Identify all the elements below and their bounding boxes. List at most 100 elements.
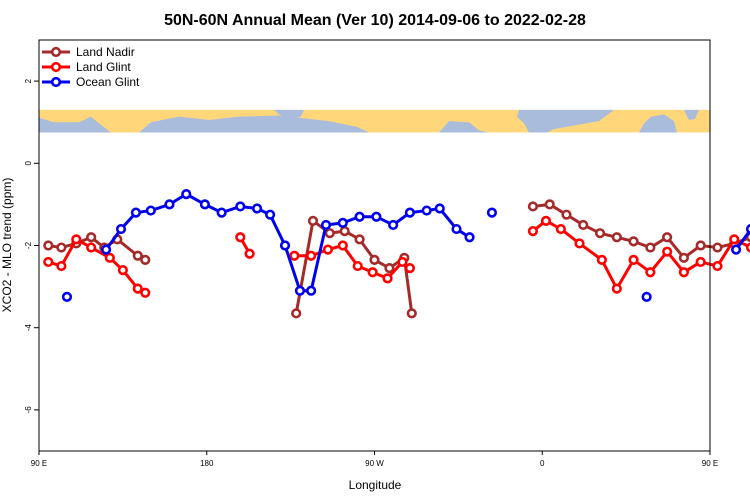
data-point-land-glint bbox=[322, 244, 334, 255]
data-point-ocean-glint bbox=[279, 240, 291, 251]
map-ocean bbox=[517, 109, 614, 133]
y-tick-label: -6 bbox=[24, 406, 33, 414]
series-land-nadir bbox=[43, 199, 750, 319]
data-point-land-glint bbox=[132, 283, 143, 294]
data-point-land-nadir bbox=[56, 242, 67, 253]
map-ocean bbox=[684, 109, 699, 121]
data-point-land-glint bbox=[289, 250, 300, 261]
data-point-land-glint bbox=[235, 232, 246, 243]
data-point-land-glint bbox=[574, 238, 585, 249]
data-point-ocean-glint bbox=[388, 219, 399, 231]
data-point-land-nadir bbox=[291, 308, 302, 319]
series-line-ocean-glint bbox=[734, 227, 750, 251]
data-point-land-nadir bbox=[339, 226, 350, 237]
data-point-land-glint bbox=[628, 254, 639, 265]
data-point-land-glint bbox=[611, 283, 622, 294]
data-point-land-nadir bbox=[43, 240, 54, 251]
data-point-land-nadir bbox=[324, 228, 335, 239]
data-point-ocean-glint bbox=[641, 291, 652, 302]
series-line-land-glint bbox=[294, 244, 411, 280]
data-point-land-nadir bbox=[695, 240, 706, 251]
data-point-land-nadir bbox=[561, 209, 572, 220]
data-point-ocean-glint bbox=[320, 219, 332, 231]
legend-label-ocean-glint: Ocean Glint bbox=[76, 75, 140, 89]
series-land-glint bbox=[43, 215, 750, 298]
x-tick-label: 0 bbox=[540, 459, 545, 468]
data-point-ocean-glint bbox=[216, 207, 227, 218]
data-point-land-glint bbox=[43, 256, 54, 268]
data-point-ocean-glint bbox=[404, 207, 416, 218]
data-point-land-glint bbox=[729, 234, 740, 245]
data-point-land-nadir bbox=[712, 242, 723, 253]
data-point-land-glint bbox=[86, 242, 97, 253]
data-point-ocean-glint bbox=[464, 232, 475, 243]
data-point-land-glint bbox=[397, 256, 408, 268]
y-tick-label: 2 bbox=[24, 78, 33, 83]
data-point-ocean-glint bbox=[181, 189, 192, 200]
data-point-land-nadir bbox=[594, 228, 606, 239]
data-point-ocean-glint bbox=[434, 203, 445, 214]
data-point-ocean-glint bbox=[251, 203, 263, 214]
data-point-land-glint bbox=[540, 215, 552, 226]
data-point-land-nadir bbox=[86, 232, 97, 243]
data-point-land-glint bbox=[678, 267, 690, 278]
data-point-ocean-glint bbox=[730, 244, 742, 255]
data-point-ocean-glint bbox=[745, 224, 750, 235]
data-point-land-glint bbox=[645, 267, 656, 278]
data-point-land-glint bbox=[367, 267, 378, 278]
data-point-land-nadir bbox=[307, 215, 319, 226]
data-point-land-glint bbox=[117, 265, 128, 276]
data-point-land-nadir bbox=[544, 199, 555, 210]
data-point-land-nadir bbox=[354, 234, 365, 245]
data-point-land-glint bbox=[306, 250, 317, 261]
data-point-ocean-glint bbox=[100, 244, 112, 255]
data-point-land-glint bbox=[404, 263, 416, 274]
data-point-land-glint bbox=[382, 273, 393, 284]
data-point-land-nadir bbox=[132, 250, 143, 261]
y-axis: 2 0 -2 -4 -6 bbox=[24, 78, 39, 413]
data-point-land-nadir bbox=[140, 254, 151, 265]
chart-title: 50N-60N Annual Mean (Ver 10) 2014-09-06 … bbox=[164, 12, 586, 29]
data-point-land-glint bbox=[662, 246, 673, 257]
data-point-ocean-glint bbox=[294, 285, 306, 296]
data-point-land-nadir bbox=[662, 232, 673, 243]
series-ocean-glint bbox=[61, 189, 750, 302]
data-point-land-glint bbox=[555, 223, 566, 235]
data-point-ocean-glint bbox=[451, 223, 462, 235]
data-point-land-nadir bbox=[406, 308, 417, 319]
data-point-land-glint bbox=[337, 240, 348, 251]
data-point-land-nadir bbox=[369, 254, 380, 265]
data-point-land-nadir bbox=[384, 263, 395, 274]
data-point-ocean-glint bbox=[115, 223, 127, 235]
y-tick-label: 0 bbox=[24, 161, 33, 166]
data-point-ocean-glint bbox=[265, 209, 276, 220]
data-point-land-glint bbox=[745, 242, 750, 253]
map-ocean bbox=[274, 109, 304, 119]
data-point-ocean-glint bbox=[130, 207, 142, 218]
map-ocean bbox=[439, 121, 489, 133]
data-point-land-glint bbox=[244, 248, 255, 259]
x-tick-label: 90 W bbox=[365, 459, 384, 468]
data-point-ocean-glint bbox=[61, 291, 73, 302]
data-point-land-glint bbox=[56, 260, 67, 272]
legend-label-land-glint: Land Glint bbox=[76, 60, 131, 74]
legend-marker-ocean-glint bbox=[50, 76, 62, 88]
data-point-land-glint bbox=[104, 252, 115, 263]
plot-frame bbox=[38, 39, 711, 452]
data-point-ocean-glint bbox=[354, 211, 365, 222]
legend-label-land-nadir: Land Nadir bbox=[76, 45, 135, 59]
map-ocean bbox=[39, 116, 111, 133]
map-ocean bbox=[639, 114, 677, 133]
data-point-land-nadir bbox=[578, 219, 589, 231]
x-tick-label: 90 E bbox=[31, 459, 47, 468]
data-point-land-glint bbox=[596, 254, 607, 265]
data-point-ocean-glint bbox=[199, 199, 210, 210]
x-axis: 90 E 180 90 W 0 90 E bbox=[31, 451, 718, 468]
x-axis-label: Longitude bbox=[349, 478, 402, 492]
y-tick-label: -4 bbox=[24, 324, 33, 332]
legend-marker-land-nadir bbox=[50, 46, 62, 58]
x-tick-label: 180 bbox=[200, 459, 214, 468]
data-point-land-glint bbox=[712, 260, 723, 272]
